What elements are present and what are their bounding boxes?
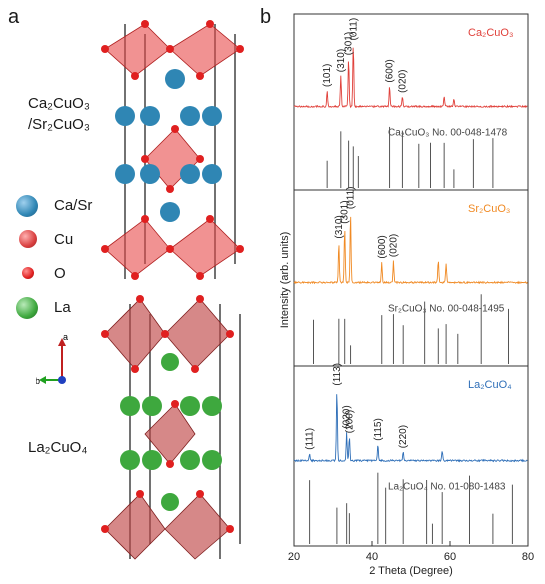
- x-tick-label: 60: [444, 551, 456, 563]
- x-tick-label: 80: [522, 551, 534, 563]
- peak-label: (600): [385, 59, 396, 82]
- peak-label: (011): [348, 18, 359, 41]
- peak-label: (113): [332, 363, 343, 386]
- xrd-pattern-line: [293, 216, 528, 285]
- peak-label: (310): [334, 215, 345, 238]
- structure-label-la2cuo4: La₂CuO₄: [28, 439, 88, 456]
- x-tick-label: 20: [288, 551, 300, 563]
- xrd-pattern-line: [293, 394, 528, 463]
- o-atom-icon: [22, 267, 34, 279]
- plot-frame: [293, 13, 529, 547]
- panel-b-letter: b: [260, 6, 272, 28]
- axis-a-label: a: [63, 332, 68, 342]
- peak-label: (600): [377, 235, 388, 258]
- crystal-axes-icon: a b: [36, 332, 68, 386]
- series-name-label: Ca₂CuO₃: [468, 27, 513, 39]
- peak-label: (101): [322, 64, 333, 87]
- peak-label: (115): [373, 418, 384, 441]
- ca-sr-atom-icon: [16, 195, 38, 217]
- peak-label: (200): [344, 410, 355, 433]
- la-atom-icon: [16, 297, 38, 319]
- xrd-pattern-line: [293, 47, 528, 109]
- structure-label-ca2cuo3: Ca₂CuO₃ /Sr₂CuO₃: [28, 95, 90, 133]
- peak-label: (020): [397, 70, 408, 93]
- axis-b-label: b: [36, 376, 40, 386]
- series-name-label: Sr₂CuO₃: [468, 203, 510, 215]
- peak-label: (111): [305, 428, 316, 450]
- series-name-label: La₂CuO₄: [468, 379, 512, 391]
- peak-label: (011): [346, 186, 357, 209]
- x-tick-label: 40: [366, 551, 378, 563]
- x-axis-title: 2 Theta (Degree): [369, 565, 453, 577]
- xrd-chart: (101)(310)(301)(011)(600) (020)Ca₂CuO₃Ca₂…: [279, 13, 534, 577]
- peak-label: (220): [398, 425, 409, 448]
- peak-label: (301): [340, 200, 351, 223]
- peak-label: (310): [336, 49, 347, 72]
- y-axis-title: Intensity (arb. units): [279, 232, 291, 329]
- crystal-structure-image: [101, 20, 244, 560]
- cu-atom-icon: [19, 230, 37, 248]
- reference-label: La₂CuO₄ No. 01-080-1483: [388, 481, 506, 492]
- reference-label: Sr₂CuO₃ No. 00-048-1495: [388, 303, 505, 314]
- peak-label: (301): [344, 32, 355, 55]
- peak-label: (020): [389, 234, 400, 257]
- panel-a-letter: a: [8, 6, 20, 28]
- reference-label: Ca₂CuO₃ No. 00-048-1478: [388, 127, 508, 138]
- peak-label: (020): [342, 405, 353, 428]
